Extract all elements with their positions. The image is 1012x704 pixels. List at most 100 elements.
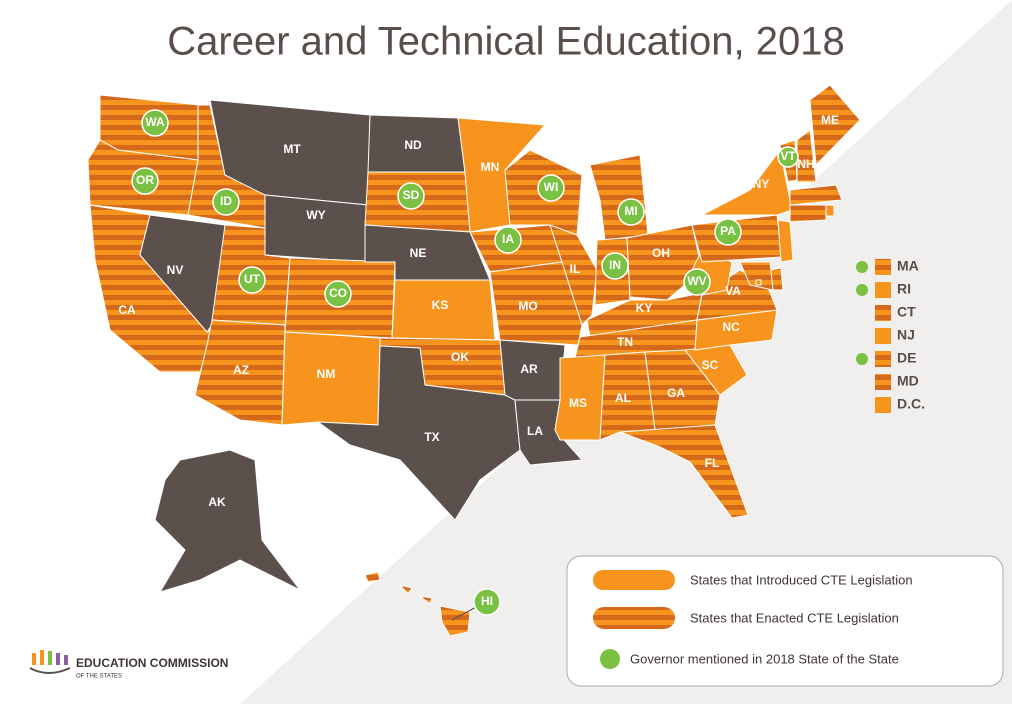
state-label: AR — [520, 362, 538, 376]
governor-dot — [856, 284, 868, 296]
side-state-label: D.C. — [897, 396, 925, 412]
state-shape — [549, 224, 598, 326]
side-swatch — [875, 397, 891, 413]
legend-box — [566, 555, 1004, 687]
state-label: SC — [702, 358, 719, 372]
state-label: SD — [403, 188, 420, 202]
state-label: VA — [725, 284, 741, 298]
state-shape — [694, 309, 778, 351]
state-label: UT — [244, 272, 261, 286]
state-shape — [364, 571, 381, 583]
governor-dot — [714, 218, 742, 246]
side-swatch — [875, 305, 891, 321]
state-shape — [264, 194, 369, 263]
state-label: MO — [518, 299, 537, 313]
state-label: ME — [821, 113, 839, 127]
state-label: NY — [753, 177, 770, 191]
governor-dot — [856, 353, 868, 365]
state-label: NE — [410, 246, 427, 260]
state-shape — [619, 424, 749, 519]
state-label: FL — [705, 456, 720, 470]
title: Career and Technical Education, 2018 — [167, 20, 845, 64]
logo-sub: OF THE STATES — [76, 674, 122, 680]
side-state-label: RI — [897, 281, 911, 297]
state-label: NH — [797, 157, 814, 171]
governor-dot — [856, 261, 868, 273]
side-swatch — [875, 282, 891, 298]
legend-governor — [600, 649, 620, 669]
state-label: VT — [780, 149, 796, 163]
side-state-label: NJ — [897, 327, 915, 343]
state-label: NV — [167, 263, 184, 277]
legend-label: Governor mentioned in 2018 State of the … — [630, 651, 899, 666]
state-shape — [418, 595, 433, 605]
state-label: TX — [424, 430, 439, 444]
state-label: MS — [569, 396, 587, 410]
state-shape — [755, 279, 762, 286]
state-label: WV — [687, 274, 706, 288]
governor-dot — [238, 266, 266, 294]
state-label: GA — [667, 386, 685, 400]
state-shape — [777, 219, 794, 263]
state-label: KY — [636, 301, 653, 315]
state-label: CO — [329, 286, 347, 300]
state-shape — [439, 605, 471, 637]
legend-swatch-enacted — [593, 607, 675, 629]
state-shape — [809, 84, 861, 167]
governor-dot — [777, 146, 799, 168]
legend-swatch-introduced — [593, 570, 675, 590]
state-shape — [796, 129, 817, 183]
state-label: AZ — [233, 363, 249, 377]
state-label: AL — [615, 391, 631, 405]
state-label: TN — [617, 335, 633, 349]
state-label: MT — [283, 142, 301, 156]
state-label: IL — [570, 262, 581, 276]
side-swatch — [875, 259, 891, 275]
side-state-label: MD — [897, 373, 919, 389]
legend: States that Introduced CTE Legislation St… — [593, 570, 913, 669]
governor-dot — [617, 198, 645, 226]
state-label: LA — [527, 424, 543, 438]
state-shape — [489, 261, 583, 346]
state-label: CA — [118, 303, 136, 317]
state-label: IN — [609, 258, 621, 272]
side-state-label: CT — [897, 304, 916, 320]
state-label: OH — [652, 246, 670, 260]
state-label: ID — [220, 194, 232, 208]
state-label: WY — [306, 208, 325, 222]
state-label: IA — [502, 232, 514, 246]
governor-dot — [324, 280, 352, 308]
state-shape — [589, 154, 649, 241]
state-label: MN — [481, 160, 500, 174]
governor-dot — [537, 174, 565, 202]
state-shape — [739, 261, 774, 291]
governor-dot — [212, 188, 240, 216]
legend-label: States that Enacted CTE Legislation — [690, 610, 899, 625]
us-map — [87, 84, 861, 637]
state-shape — [154, 449, 301, 593]
state-label: WA — [145, 115, 165, 129]
governor-dot — [473, 588, 501, 616]
state-label: PA — [720, 224, 736, 238]
governor-dot — [601, 252, 629, 280]
logo: EDUCATION COMMISSION OF THE STATES — [29, 650, 228, 680]
governor-dot — [131, 167, 159, 195]
state-shape — [789, 184, 843, 206]
side-swatch — [875, 374, 891, 390]
state-shape — [701, 148, 793, 216]
state-label: KS — [432, 298, 449, 312]
state-label: WI — [544, 180, 559, 194]
governor-dot — [141, 109, 169, 137]
logo-name: EDUCATION COMMISSION — [76, 656, 228, 670]
governor-dot — [494, 226, 522, 254]
side-state-label: DE — [897, 350, 916, 366]
state-label: MI — [624, 204, 637, 218]
side-swatch — [875, 351, 891, 367]
state-label: OR — [136, 173, 154, 187]
state-shape — [789, 204, 827, 223]
side-swatch — [875, 328, 891, 344]
side-state-label: MA — [897, 258, 919, 274]
state-label: NC — [722, 320, 740, 334]
state-shape — [644, 349, 721, 431]
